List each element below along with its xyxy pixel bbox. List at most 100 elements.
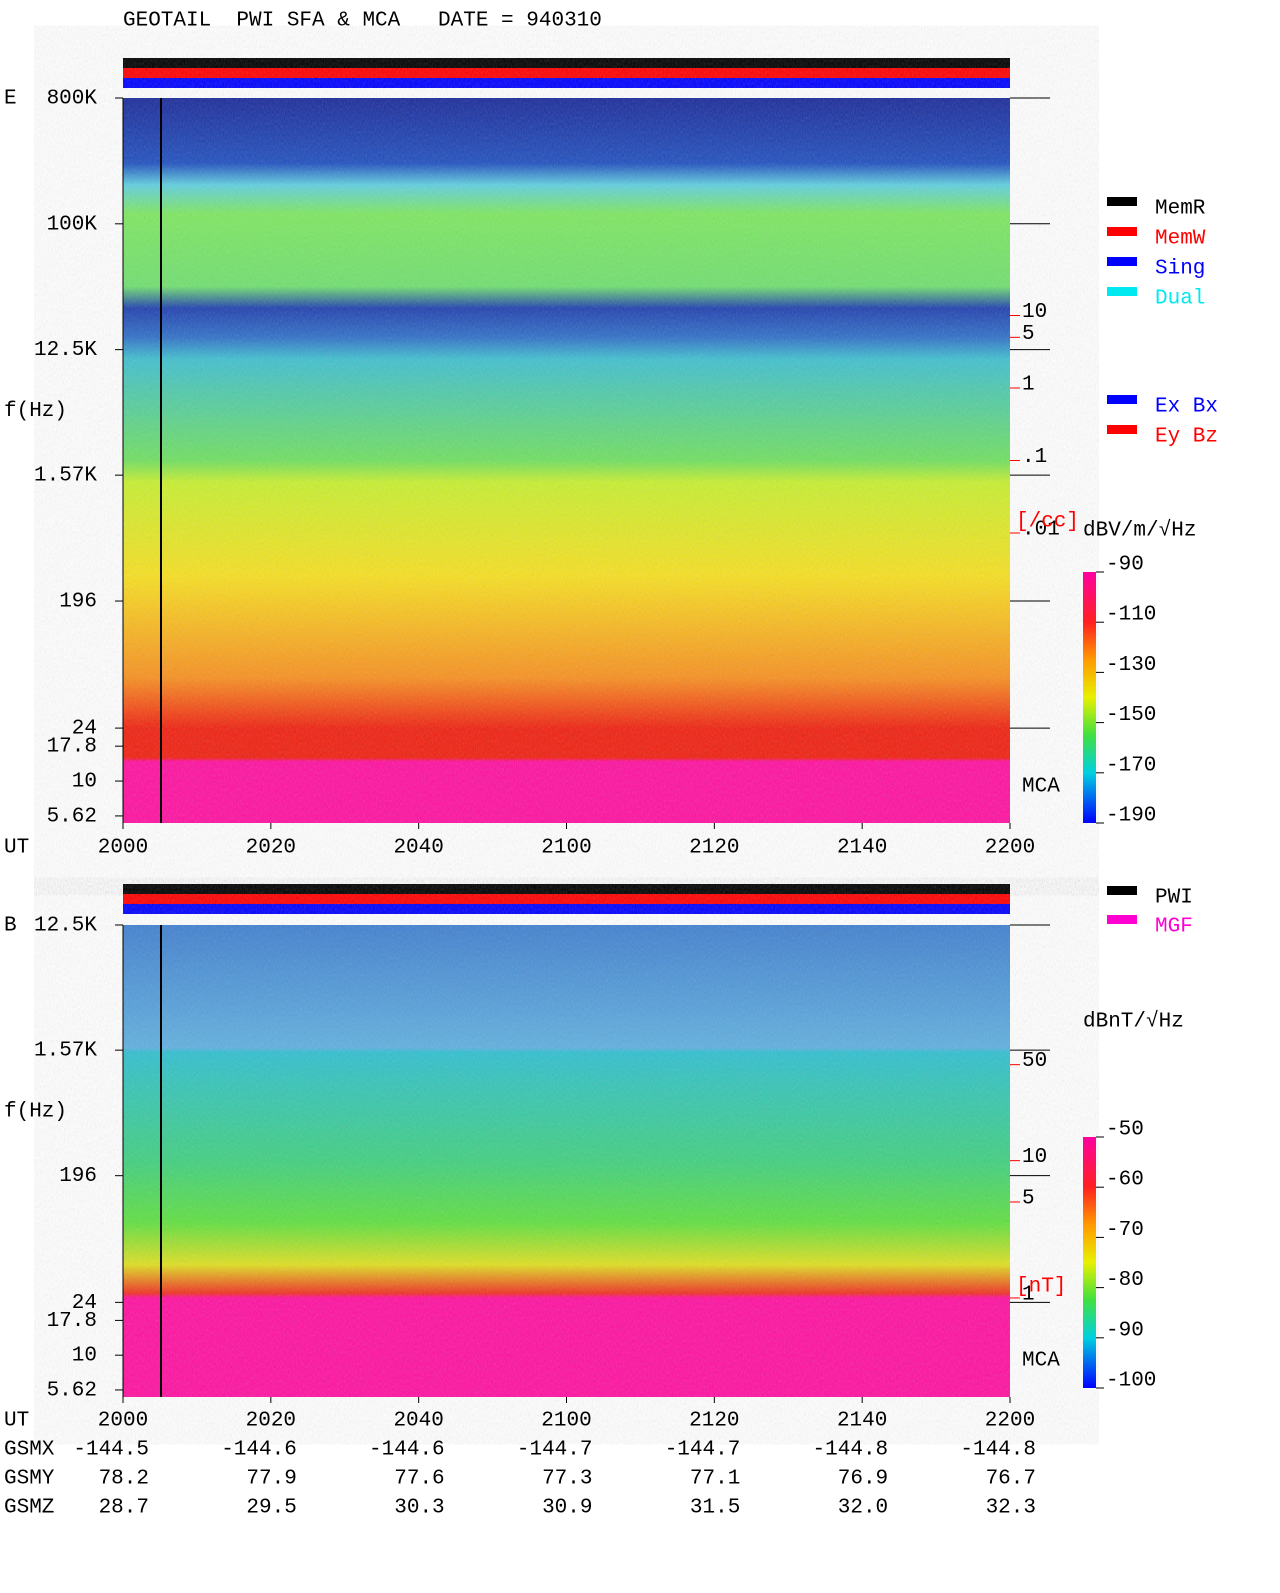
orbit-value: -144.6 — [221, 1439, 297, 1462]
y-tick-label: 5.62 — [47, 1379, 97, 1402]
orbit-value: 77.6 — [394, 1468, 444, 1491]
status-bar — [123, 884, 1010, 894]
y-tick-label: 196 — [59, 591, 97, 614]
legend-label: PWI — [1155, 887, 1193, 910]
chart-title: GEOTAIL PWI SFA & MCA DATE = 940310 — [123, 10, 602, 33]
y-axis-label: f(Hz) — [4, 1101, 67, 1124]
mca-label: MCA — [1022, 775, 1060, 798]
x-tick-label: 2120 — [689, 1410, 739, 1433]
y2-tick-label: 50 — [1022, 1050, 1047, 1073]
orbit-value: 78.2 — [99, 1468, 149, 1491]
y-tick-label: 10 — [72, 771, 97, 794]
panel-label: B — [4, 915, 17, 938]
legend-label: MemW — [1155, 228, 1206, 251]
x-tick-label: 2140 — [837, 837, 887, 860]
y2-tick-label: 5 — [1022, 323, 1035, 346]
colorbar-tick-label: -130 — [1106, 654, 1156, 677]
orbit-value: 28.7 — [99, 1497, 149, 1520]
orbit-value: 76.7 — [986, 1468, 1036, 1491]
y-tick-label: 196 — [59, 1165, 97, 1188]
y-tick-label: 17.8 — [47, 1310, 97, 1333]
y-tick-label: 5.62 — [47, 805, 97, 828]
x-tick-label: 2120 — [689, 837, 739, 860]
x-tick-label: 2200 — [985, 837, 1035, 860]
y2-axis-label: [nT] — [1016, 1276, 1066, 1299]
status-bar — [123, 894, 1010, 904]
legend-label: MGF — [1155, 916, 1193, 939]
colorbar-tick-label: -50 — [1106, 1119, 1144, 1142]
legend-label: MemR — [1155, 198, 1206, 221]
y-tick-label: 17.8 — [47, 736, 97, 759]
status-bar — [123, 58, 1010, 68]
x-tick-label: 2020 — [246, 837, 296, 860]
x-tick-label: 2020 — [246, 1410, 296, 1433]
status-bar — [123, 68, 1010, 78]
orbit-value: -144.8 — [960, 1439, 1036, 1462]
orbit-row-label: GSMZ — [4, 1497, 54, 1520]
orbit-value: 76.9 — [838, 1468, 888, 1491]
legend-swatch — [1107, 257, 1137, 266]
orbit-value: 30.3 — [394, 1497, 444, 1520]
status-bar — [123, 78, 1010, 88]
orbit-value: 77.3 — [542, 1468, 592, 1491]
legend-swatch — [1107, 227, 1137, 236]
y-tick-label: 100K — [47, 213, 98, 236]
y2-tick-label: .01 — [1022, 519, 1060, 542]
colorbar-tick-label: -60 — [1106, 1169, 1144, 1192]
orbit-value: -144.5 — [73, 1439, 149, 1462]
legend-label: Sing — [1155, 258, 1205, 281]
mca-label: MCA — [1022, 1349, 1060, 1372]
orbit-value: 77.1 — [690, 1468, 740, 1491]
y2-tick-label: 10 — [1022, 1146, 1047, 1169]
y-axis-label: f(Hz) — [4, 400, 67, 423]
y-tick-label: 24 — [72, 1292, 97, 1315]
legend-swatch — [1107, 425, 1137, 434]
x-tick-label: 2100 — [541, 837, 591, 860]
colorbar-tick-label: -90 — [1106, 1319, 1144, 1342]
y2-axis-label: [/cc] — [1016, 511, 1079, 534]
x-tick-label: 2140 — [837, 1410, 887, 1433]
legend-swatch — [1107, 886, 1137, 895]
x-tick-label: 2200 — [985, 1410, 1035, 1433]
legend-swatch — [1107, 287, 1137, 296]
spectrogram-texture — [123, 98, 1010, 823]
colorbar-tick-label: -150 — [1106, 704, 1156, 727]
legend-label: Dual — [1155, 288, 1205, 311]
x-tick-label: 2000 — [98, 837, 148, 860]
x-tick-label: 2100 — [541, 1410, 591, 1433]
colorbar-tick-label: -110 — [1106, 604, 1156, 627]
colorbar-label: dBnT/√Hz — [1083, 1010, 1184, 1034]
y2-tick-label: 1 — [1022, 1284, 1035, 1307]
orbit-value: -144.7 — [665, 1439, 741, 1462]
orbit-value: 30.9 — [542, 1497, 592, 1520]
orbit-value: -144.8 — [813, 1439, 889, 1462]
y2-tick-label: 5 — [1022, 1188, 1035, 1211]
orbit-value: -144.7 — [517, 1439, 593, 1462]
colorbar — [1083, 572, 1096, 823]
colorbar-tick-label: -170 — [1106, 754, 1156, 777]
orbit-value: 32.3 — [986, 1497, 1036, 1520]
colorbar-label: dBV/m/√Hz — [1083, 519, 1196, 543]
colorbar-tick-label: -100 — [1106, 1370, 1156, 1393]
y2-tick-label: 1 — [1022, 374, 1035, 397]
panel-label: E — [4, 88, 17, 111]
legend-swatch — [1107, 915, 1137, 924]
y2-tick-label: 10 — [1022, 301, 1047, 324]
y-tick-label: 1.57K — [34, 1040, 97, 1063]
legend-label: Ey Bz — [1155, 426, 1218, 449]
status-bar — [123, 904, 1010, 914]
orbit-value: -144.6 — [369, 1439, 445, 1462]
colorbar — [1083, 1137, 1096, 1388]
y-tick-label: 800K — [47, 88, 98, 111]
colorbar-tick-label: -190 — [1106, 805, 1156, 828]
x-axis-label: UT — [4, 1410, 29, 1433]
legend-swatch — [1107, 197, 1137, 206]
x-tick-label: 2040 — [393, 1410, 443, 1433]
y2-tick-label: .1 — [1022, 446, 1047, 469]
x-tick-label: 2040 — [393, 837, 443, 860]
x-tick-label: 2000 — [98, 1410, 148, 1433]
y-tick-label: 1.57K — [34, 465, 97, 488]
colorbar-tick-label: -80 — [1106, 1269, 1144, 1292]
y-tick-label: 10 — [72, 1345, 97, 1368]
orbit-value: 77.9 — [246, 1468, 296, 1491]
